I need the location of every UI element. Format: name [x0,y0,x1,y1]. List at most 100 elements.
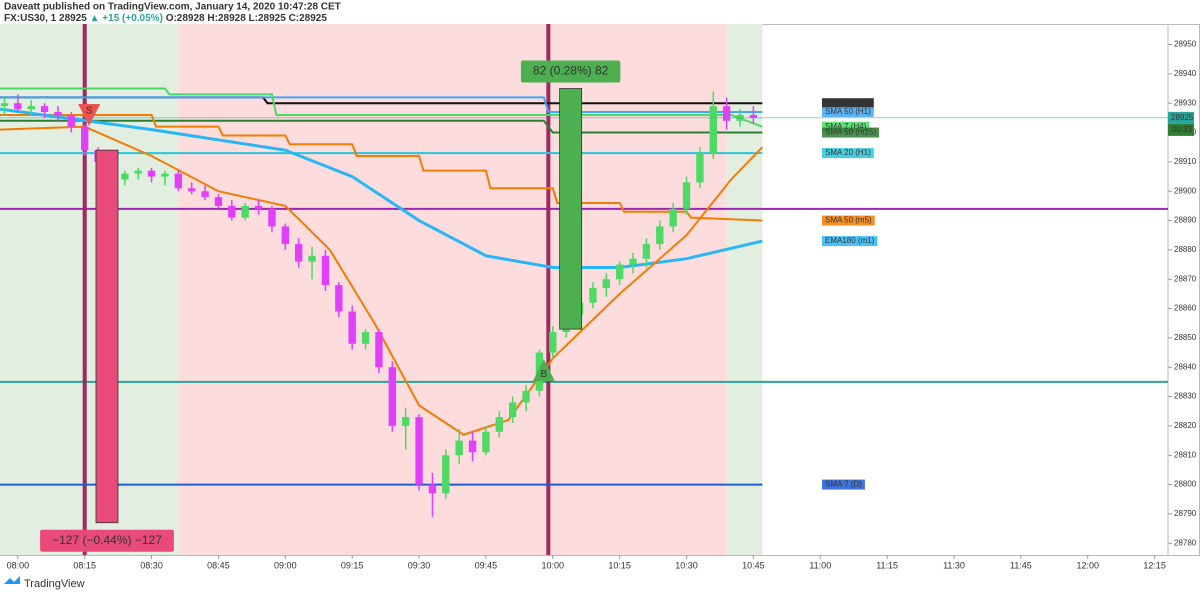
logo [4,576,20,584]
y-tick-label: 28820 [1174,421,1197,430]
candle-body [335,285,343,312]
candle-body [67,114,76,127]
open: O:28928 [166,13,205,24]
countdown-box [1168,123,1194,136]
candle-body [40,106,49,113]
indicator-label-box [822,236,878,247]
indicator-label-box [822,98,874,109]
signal-marker-text: S [86,106,93,117]
x-tick-label: 11:30 [943,560,965,570]
x-tick-label: 09:15 [341,560,364,570]
candle-body [696,153,704,183]
indicator-label: SMA 50 (m5) [822,215,875,226]
candle-body [321,255,330,286]
x-tick-label: 11:45 [1010,560,1032,570]
candle-body [442,455,450,494]
y-tick-label: 28810 [1174,450,1197,459]
indicator-label-box [822,121,870,132]
candle-body [656,226,664,245]
y-tick-label: 28790 [1174,509,1197,518]
candle-body [642,244,651,259]
candle-body [468,440,477,453]
y-tick-label: 28800 [1174,480,1197,489]
indicator-label: EMA180 (m1) [822,236,878,247]
symbol: FX:US30, 1 [4,13,57,24]
axes: 28780 28790 28800 28810 28820 28830 28840 28850… [7,40,1197,571]
candle-body [508,402,517,418]
candle-body [308,255,316,262]
candle-body [482,431,490,453]
y-tick-label: 28880 [1174,245,1197,254]
candle-body [241,205,249,218]
candle-body [549,332,557,353]
low: L:28925 [249,13,287,24]
y-tick-label: 28940 [1174,69,1197,78]
close: C:28925 [289,13,328,24]
candle-body [589,288,597,303]
x-tick-label: 08:15 [73,560,96,570]
measure-bar [559,88,583,330]
candle-body [201,191,209,198]
high: H:28928 [207,13,246,24]
candle-body [709,106,717,154]
candle-body [134,170,142,174]
candle-body [348,311,356,344]
candle-body [375,332,383,368]
candle-body [54,112,62,115]
y-tick-label: 28910 [1174,157,1197,166]
x-tick-label: 10:45 [742,560,765,570]
header-quote: FX:US30, 1 28925 ▲ +15 (+0.05%) O:28928 … [4,13,327,24]
x-tick-label: 10:00 [542,560,565,570]
candle-body [602,279,610,289]
indicator-label-text: SMA 50 (m5) [825,216,872,225]
change: ▲ +15 (+0.05%) [90,13,163,24]
candle-body [495,417,503,432]
indicator-label-box [822,148,874,159]
y-tick-label: 28890 [1174,216,1197,225]
header-publisher: Daveatt published on TradingView.com, Ja… [4,2,341,13]
indicator-label-text: SMA 50 (m15) [825,128,876,137]
measure-label-text: −127 (−0.44%) −127 [52,533,162,547]
measure-bar [95,149,119,524]
candle-body [81,126,89,151]
indicator-label-text: SMA 50 (H1) [825,107,871,116]
indicator-line [0,87,763,128]
x-tick-label: 09:45 [475,560,498,570]
candle-body [629,258,637,265]
candle-body [428,484,437,494]
y-tick-label: 28830 [1174,392,1197,401]
countdown-label: 00:33 [1172,125,1193,134]
last: 28925 [59,13,87,24]
indicator-label-text: EMA180 (m1) [825,236,875,245]
candle-body [402,417,410,426]
x-tick-label: 09:30 [408,560,431,570]
candle-body [295,244,303,262]
candle-body [682,182,691,209]
indicator-label-box [822,215,875,226]
candle-body [455,440,463,456]
plot-area: SB [0,24,1168,555]
indicator-label: SMA 50 (H1) [822,107,874,118]
y-tick-label: 28840 [1174,362,1197,371]
footer: TradingView [24,578,85,590]
candle-body [722,106,731,121]
measure-label: −127 (−0.44%) −127 [40,529,174,552]
candle-body [254,205,263,209]
indicator-label: SMA 20 (H4) [822,98,874,109]
y-tick-label: 28860 [1174,304,1197,313]
indicator-line [0,113,763,222]
measure-label: 82 (0.28%) 82 [520,60,621,83]
measure-label-text: 82 (0.28%) 82 [533,64,609,78]
candle-body [749,114,758,118]
candle-body [121,173,129,180]
signal-marker [532,359,555,382]
candle-body [161,173,169,177]
x-tick-label: 12:15 [1143,560,1166,570]
indicator-line [0,119,763,134]
x-tick-label: 11:15 [876,560,898,570]
indicator-label: SMA 20 (H1) [822,148,874,159]
candle-body [0,103,9,107]
candle-body [14,103,22,110]
x-tick-label: 08:30 [140,560,163,570]
